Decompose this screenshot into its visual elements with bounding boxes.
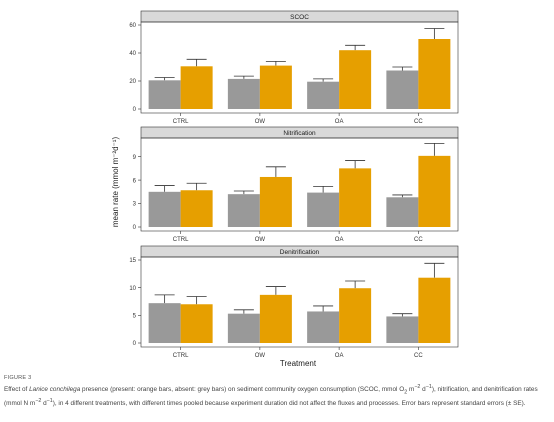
y-tick-label: 60 xyxy=(129,23,136,29)
y-axis-label: mean rate (mmol m⁻²d⁻¹) xyxy=(111,137,120,228)
x-tick-label: CTRL xyxy=(173,353,189,359)
bar-absent-cc xyxy=(386,316,419,343)
bar-absent-ctrl xyxy=(148,303,181,343)
bar-absent-ctrl xyxy=(148,191,181,227)
panel-2: Denitrification 0 5 10 15 CTRL OW OA CC xyxy=(129,245,459,359)
y-tick-label: 5 xyxy=(133,314,137,320)
bar-absent-ow xyxy=(227,313,260,343)
bar-present-ctrl xyxy=(180,190,213,227)
x-tick-label: OW xyxy=(255,119,266,125)
x-tick-label: OW xyxy=(255,237,266,243)
bar-present-ow xyxy=(259,294,292,343)
bar-present-ctrl xyxy=(180,304,213,343)
bar-present-cc xyxy=(418,155,451,227)
x-axis-label: Treatment xyxy=(280,359,317,368)
figure-label: FIGURE 3 xyxy=(4,375,32,381)
y-tick-label: 10 xyxy=(129,286,136,292)
chart-panels: SCOC 0 20 40 60 CTRL OW OA CC Nitrification 0 3 6 9 CT… xyxy=(129,10,459,359)
bar-present-ow xyxy=(259,176,292,227)
bar-absent-cc xyxy=(386,70,419,109)
y-tick-label: 6 xyxy=(133,178,137,184)
bar-present-oa xyxy=(339,50,372,109)
panel-0: SCOC 0 20 40 60 CTRL OW OA CC xyxy=(129,10,459,125)
y-tick-label: 40 xyxy=(129,51,136,57)
y-tick-label: 15 xyxy=(129,258,136,264)
bar-absent-oa xyxy=(307,311,340,343)
y-tick-label: 3 xyxy=(133,202,137,208)
x-tick-label: OW xyxy=(255,353,266,359)
bar-absent-ow xyxy=(227,194,260,227)
bar-present-cc xyxy=(418,39,451,109)
y-tick-label: 0 xyxy=(133,107,137,113)
y-tick-label: 20 xyxy=(129,79,136,85)
bar-present-cc xyxy=(418,277,451,343)
bar-absent-ow xyxy=(227,78,260,109)
caption-text: Effect of Lanice conchilega presence (pr… xyxy=(4,383,538,407)
x-tick-label: CC xyxy=(414,353,423,359)
figure-caption: FIGURE 3 Effect of Lanice conchilega pre… xyxy=(4,374,552,408)
y-tick-label: 0 xyxy=(133,341,137,347)
panel-border xyxy=(140,137,459,232)
panel-border xyxy=(140,256,459,348)
panel-title: Nitrification xyxy=(283,130,316,137)
y-tick-label: 0 xyxy=(133,225,137,231)
bar-absent-oa xyxy=(307,192,340,227)
x-tick-label: CC xyxy=(414,237,423,243)
bar-absent-cc xyxy=(386,197,419,227)
x-tick-label: OA xyxy=(335,119,344,125)
bar-present-oa xyxy=(339,168,372,227)
panel-1: Nitrification 0 3 6 9 CTRL OW OA CC xyxy=(133,126,459,243)
x-tick-label: CTRL xyxy=(173,237,189,243)
bar-absent-oa xyxy=(307,81,340,109)
x-tick-label: OA xyxy=(335,237,344,243)
x-tick-label: OA xyxy=(335,353,344,359)
x-tick-label: CTRL xyxy=(173,119,189,125)
y-tick-label: 9 xyxy=(133,155,137,161)
x-tick-label: CC xyxy=(414,119,423,125)
panel-border xyxy=(140,21,459,114)
bar-absent-ctrl xyxy=(148,80,181,109)
panel-title: SCOC xyxy=(290,14,309,21)
bar-present-ctrl xyxy=(180,66,213,109)
bar-present-ow xyxy=(259,65,292,109)
bar-present-oa xyxy=(339,288,372,343)
panel-title: Denitrification xyxy=(280,249,320,256)
